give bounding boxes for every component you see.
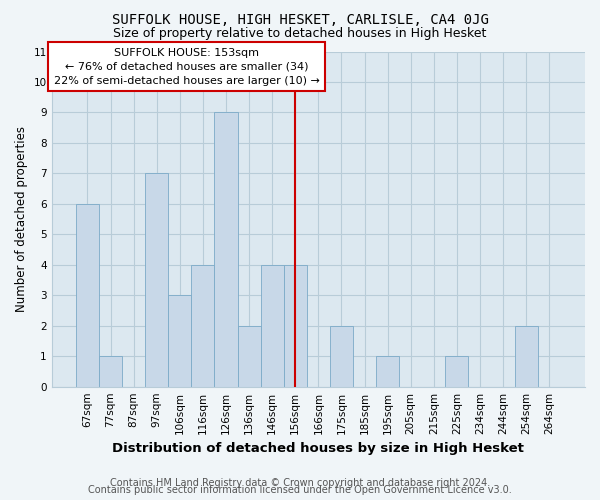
- Bar: [515, 326, 538, 386]
- Bar: [376, 356, 399, 386]
- Text: Contains public sector information licensed under the Open Government Licence v3: Contains public sector information licen…: [88, 485, 512, 495]
- X-axis label: Distribution of detached houses by size in High Hesket: Distribution of detached houses by size …: [112, 442, 524, 455]
- Bar: [76, 204, 99, 386]
- Bar: [238, 326, 260, 386]
- Text: Contains HM Land Registry data © Crown copyright and database right 2024.: Contains HM Land Registry data © Crown c…: [110, 478, 490, 488]
- Bar: [168, 296, 191, 386]
- Text: SUFFOLK HOUSE: 153sqm
← 76% of detached houses are smaller (34)
22% of semi-deta: SUFFOLK HOUSE: 153sqm ← 76% of detached …: [54, 48, 320, 86]
- Bar: [284, 265, 307, 386]
- Bar: [260, 265, 284, 386]
- Text: SUFFOLK HOUSE, HIGH HESKET, CARLISLE, CA4 0JG: SUFFOLK HOUSE, HIGH HESKET, CARLISLE, CA…: [112, 12, 488, 26]
- Bar: [214, 112, 238, 386]
- Bar: [191, 265, 214, 386]
- Y-axis label: Number of detached properties: Number of detached properties: [15, 126, 28, 312]
- Bar: [99, 356, 122, 386]
- Bar: [330, 326, 353, 386]
- Bar: [145, 174, 168, 386]
- Bar: [445, 356, 469, 386]
- Text: Size of property relative to detached houses in High Hesket: Size of property relative to detached ho…: [113, 28, 487, 40]
